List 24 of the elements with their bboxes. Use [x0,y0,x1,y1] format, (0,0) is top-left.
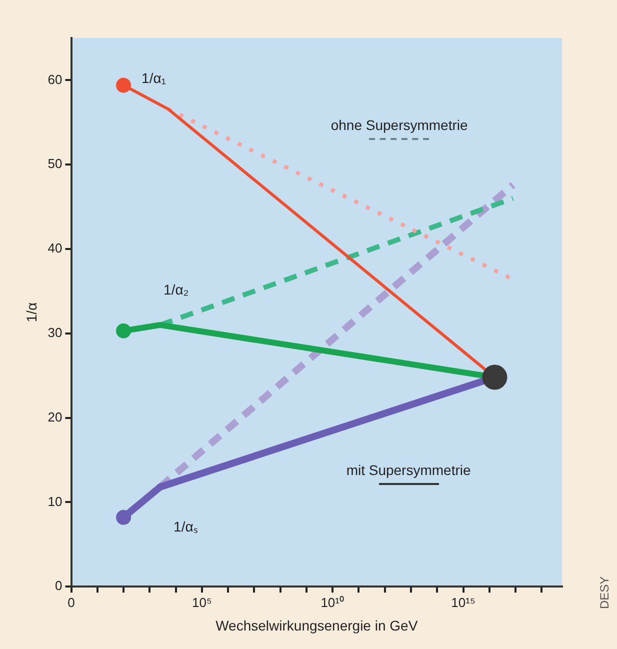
y-tick-label: 10 [48,494,62,509]
y-tick-label: 60 [48,72,62,87]
style-key: mit Supersymmetrie [309,460,508,485]
annotation: mit Supersymmetrie [345,460,472,479]
x-tick-label: 10¹⁰ [320,594,344,610]
y-axis-title: 1/α [23,302,40,322]
annotation: ohne Supersymmetrie [330,116,469,134]
x-tick-label: 0 [68,594,75,610]
text: 1/αₛ [174,518,198,534]
point [116,78,132,93]
text: DESY [597,576,612,609]
point [116,510,132,525]
y-tick-label: 0 [55,578,62,594]
y-tick-label: 50 [48,156,62,172]
y-tick-label: 20 [48,409,62,424]
style-key: ohne Supersymmetrie [286,116,513,140]
y-tick-label: 30 [48,324,62,340]
x-tick-label: 10¹⁵ [451,594,476,610]
point [116,323,132,338]
x-axis-title: Wechselwirkungsenergie in GeV [216,617,418,634]
series-label: 1/α₂ [164,282,189,298]
y-tick-label: 40 [48,240,62,256]
series-label: 1/α₁ [142,70,166,86]
x-tick-label: 10⁵ [192,594,212,610]
